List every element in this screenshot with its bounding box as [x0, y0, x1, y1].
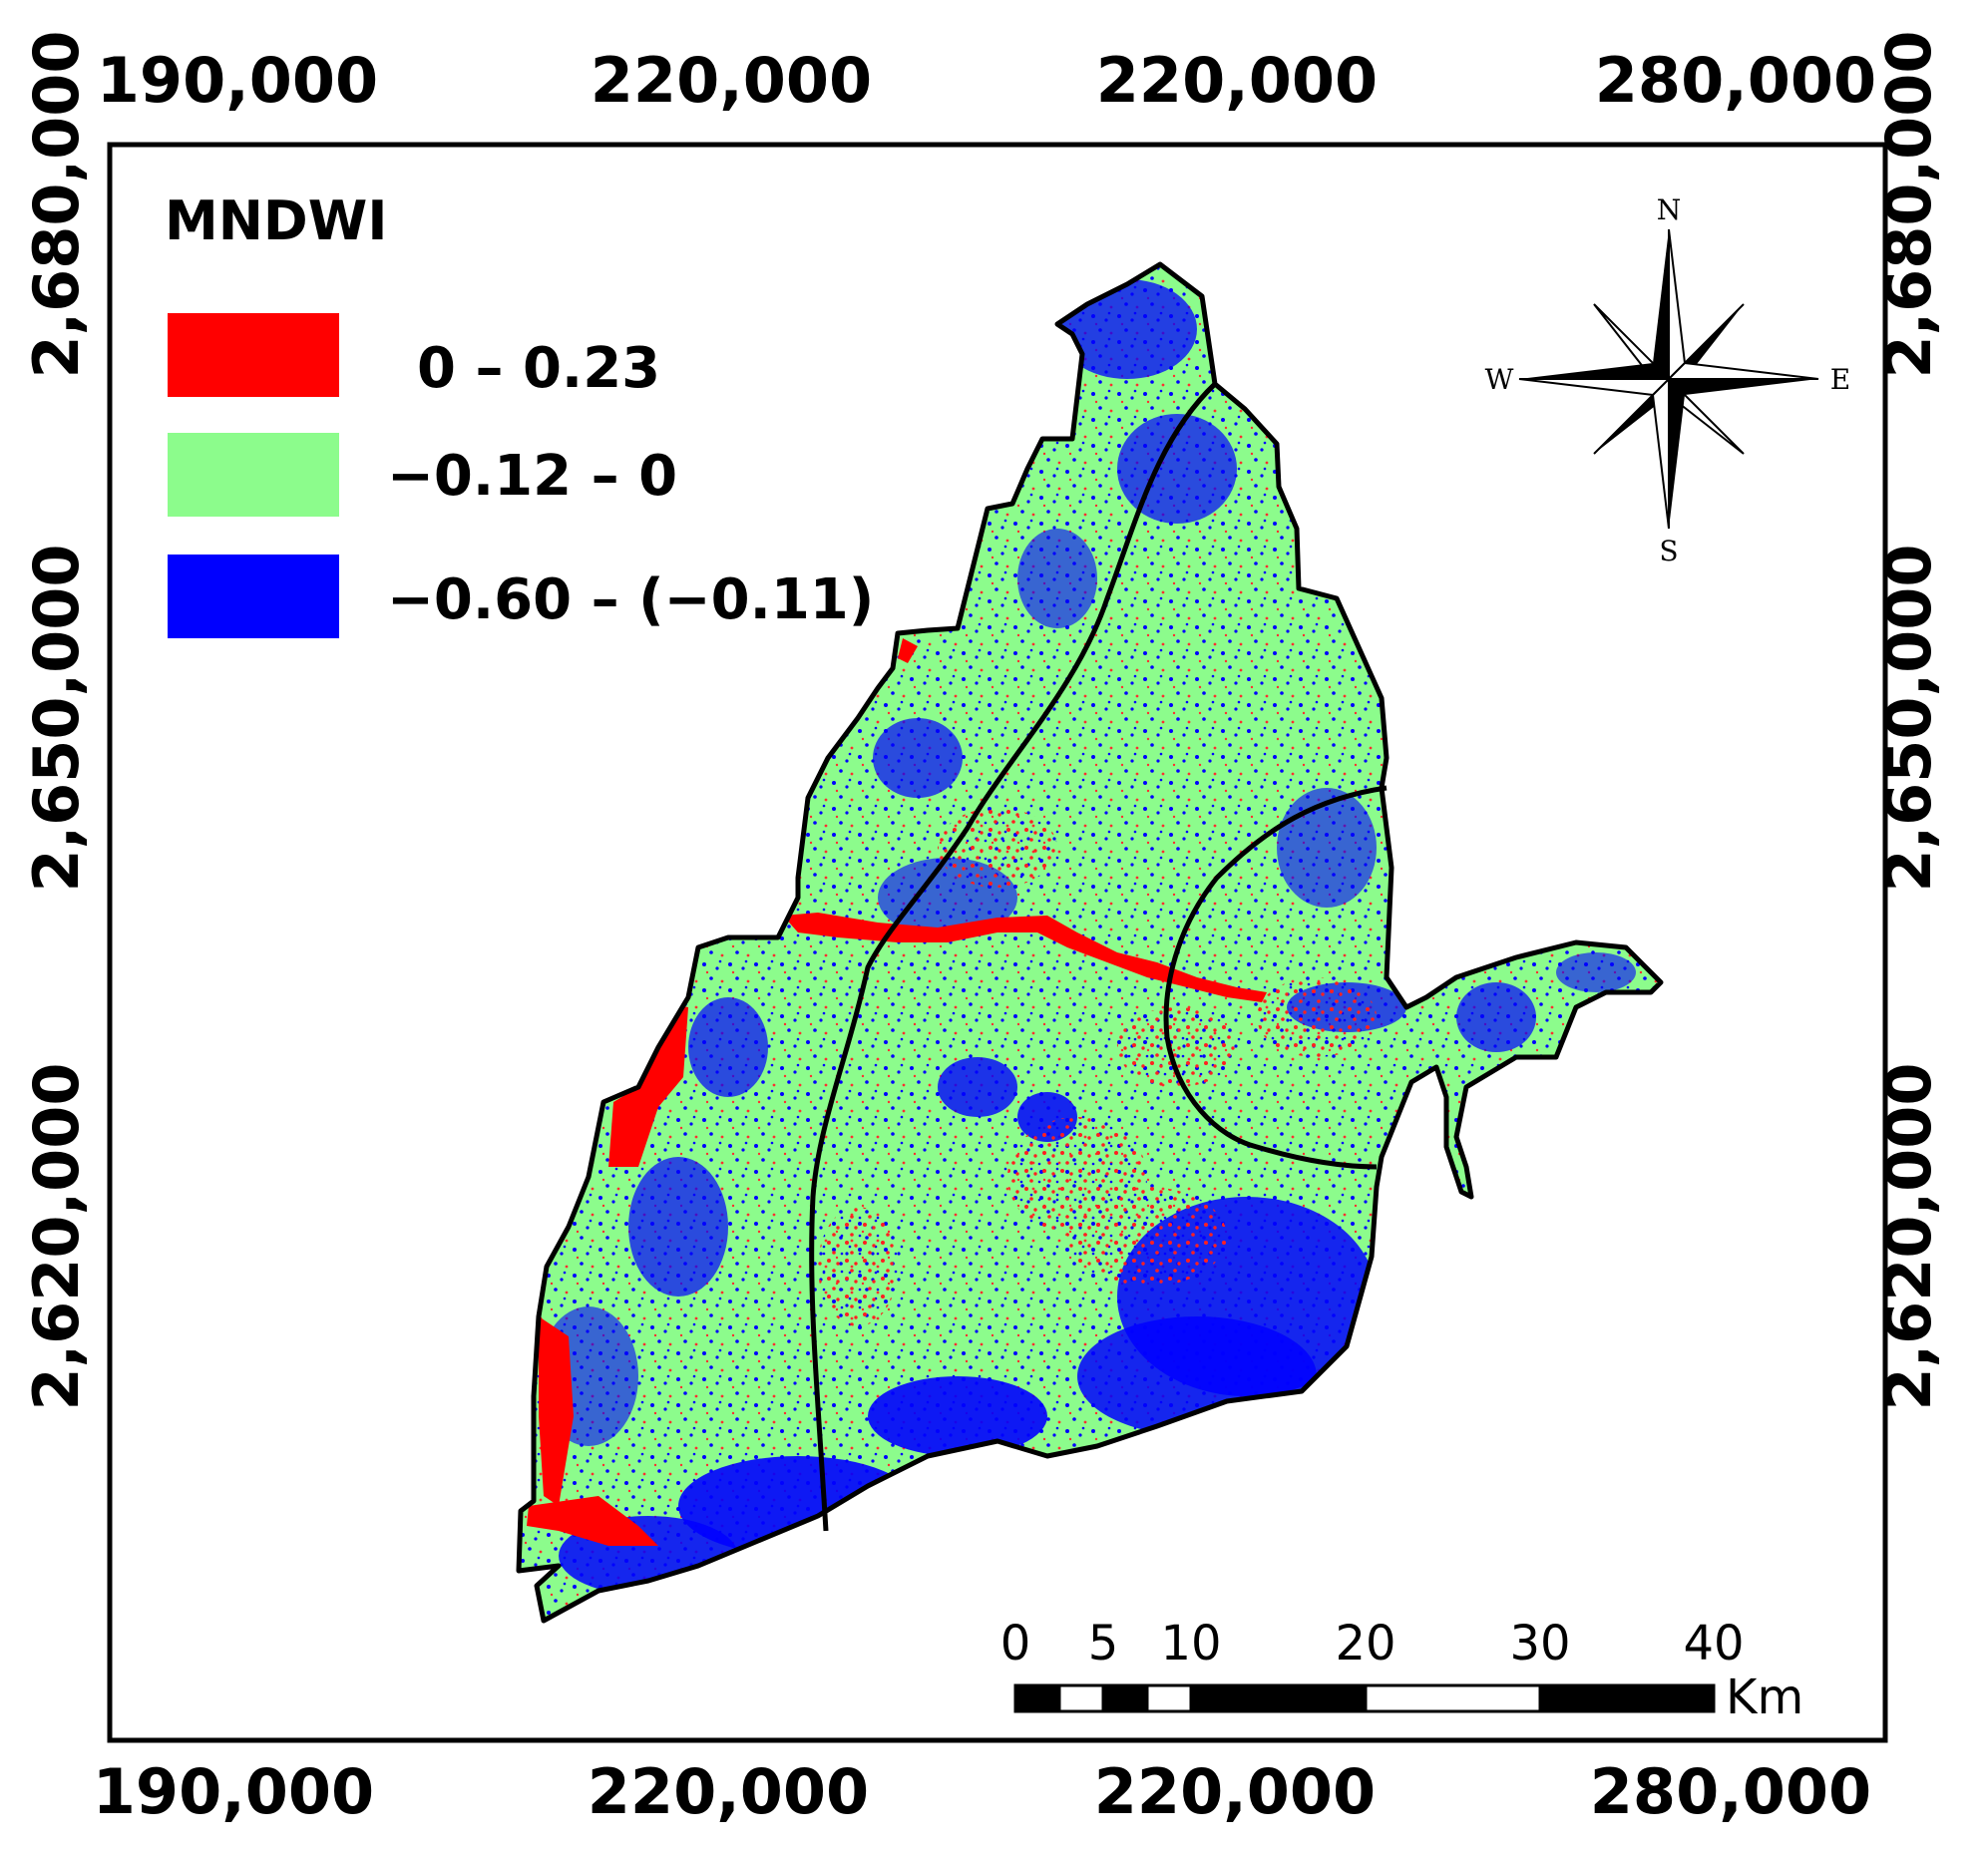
bottom-x-tick: 280,000 [1590, 1755, 1871, 1828]
bottom-x-axis-ticks: 190,000 220,000 220,000 280,000 [93, 1755, 1871, 1828]
scale-tick-label: 0 [1000, 1616, 1031, 1671]
legend: MNDWI 0 – 0.23 −0.12 – 0 −0.60 – (−0.11) [165, 189, 874, 638]
legend-label-vegetation: −0.12 – 0 [387, 444, 677, 509]
compass-rose: N S E W [1485, 193, 1851, 567]
top-x-tick: 280,000 [1595, 44, 1876, 117]
district-boundary-1 [809, 382, 1217, 1532]
right-y-tick: 2,650,000 [1872, 544, 1945, 892]
top-x-axis-ticks: 190,000 220,000 220,000 280,000 [97, 44, 1876, 117]
scale-tick-label: 20 [1335, 1616, 1395, 1671]
bottom-x-tick: 220,000 [1094, 1755, 1376, 1828]
compass-east-label: E [1830, 363, 1850, 396]
left-y-tick: 2,620,000 [20, 1062, 93, 1410]
legend-swatch-water [168, 313, 339, 397]
bottom-x-tick: 190,000 [93, 1755, 374, 1828]
left-y-axis-ticks: 2,680,000 2,650,000 2,620,000 [20, 30, 93, 1410]
scale-tick-label: 10 [1160, 1616, 1221, 1671]
bottom-x-tick: 220,000 [588, 1755, 869, 1828]
district-boundary-2 [1163, 785, 1388, 1170]
scale-tick-label: 30 [1509, 1616, 1570, 1671]
compass-west-label: W [1485, 363, 1514, 396]
scale-bar: 0 5 10 20 30 40 Km [1000, 1616, 1804, 1725]
legend-title: MNDWI [165, 189, 387, 252]
scale-unit-label: Km [1726, 1670, 1803, 1725]
compass-north-label: N [1657, 193, 1682, 226]
top-x-tick: 220,000 [1096, 44, 1378, 117]
left-y-tick: 2,680,000 [20, 30, 93, 378]
left-y-tick: 2,650,000 [20, 544, 93, 892]
right-y-tick: 2,680,000 [1872, 30, 1945, 378]
scale-tick-label: 5 [1088, 1616, 1119, 1671]
moist-areas [818, 808, 1377, 1326]
compass-star-icon [1518, 228, 1819, 530]
right-y-axis-ticks: 2,680,000 2,650,000 2,620,000 [1872, 30, 1945, 1410]
legend-swatch-built [168, 555, 339, 638]
legend-swatch-vegetation [168, 433, 339, 517]
water-bodies [527, 638, 1267, 1546]
top-x-tick: 190,000 [97, 44, 378, 117]
legend-label-water: 0 – 0.23 [417, 336, 660, 401]
region-boundary [516, 261, 1664, 1624]
top-x-tick: 220,000 [591, 44, 872, 117]
legend-label-built: −0.60 – (−0.11) [387, 567, 874, 632]
scale-tick-label: 40 [1683, 1616, 1744, 1671]
compass-south-label: S [1659, 535, 1678, 567]
right-y-tick: 2,620,000 [1872, 1062, 1945, 1410]
